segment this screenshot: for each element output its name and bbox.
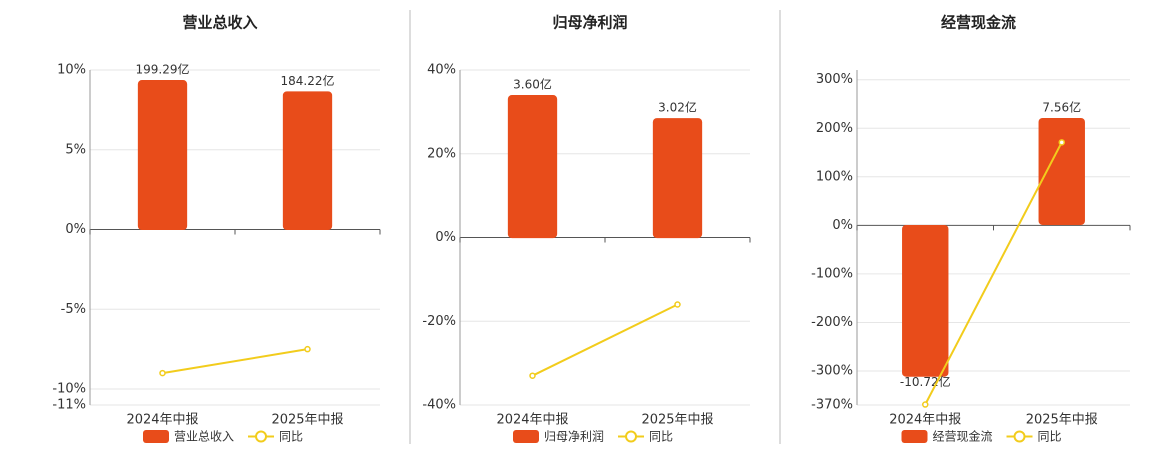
value-label: -10.72亿 xyxy=(900,374,951,389)
y-tick-label: 100% xyxy=(816,169,853,184)
legend-label: 同比 xyxy=(1038,430,1062,444)
chart-title: 归母净利润 xyxy=(552,14,627,32)
y-tick-label: 40% xyxy=(427,63,456,78)
value-label: 199.29亿 xyxy=(136,62,190,77)
value-label: 184.22亿 xyxy=(281,73,335,88)
chart-title: 经营现金流 xyxy=(941,14,1016,32)
legend-label: 营业总收入 xyxy=(174,430,234,444)
line-point xyxy=(529,372,536,379)
line-point xyxy=(304,345,311,353)
legend-label: 同比 xyxy=(279,430,303,444)
line-point xyxy=(159,369,166,377)
legend-swatch xyxy=(625,430,638,443)
bar xyxy=(1038,117,1085,225)
bar xyxy=(137,80,188,231)
y-tick-label: -200% xyxy=(811,315,853,330)
bar xyxy=(507,95,558,239)
y-tick-label: 0% xyxy=(435,230,456,245)
legend-swatch xyxy=(1013,430,1026,443)
line-point xyxy=(922,401,929,408)
value-label: 3.02亿 xyxy=(658,100,697,115)
legend-swatch xyxy=(513,430,539,443)
y-tick-label: 300% xyxy=(816,72,853,87)
y-tick-label: -5% xyxy=(61,302,86,317)
line-point xyxy=(1058,139,1065,146)
y-tick-label: 20% xyxy=(427,146,456,161)
legend-label: 归母净利润 xyxy=(544,430,604,444)
y-tick-label: 0% xyxy=(832,218,853,233)
chart-title: 营业总收入 xyxy=(182,14,257,32)
x-tick-label: 2025年中报 xyxy=(271,413,343,428)
y-tick-label: -40% xyxy=(422,398,456,413)
x-tick-label: 2024年中报 xyxy=(496,413,568,428)
bar xyxy=(902,224,949,377)
y-tick-label: 200% xyxy=(816,121,853,136)
y-tick-label: -300% xyxy=(811,364,853,379)
x-tick-label: 2024年中报 xyxy=(889,413,961,428)
y-tick-label: -100% xyxy=(811,266,853,281)
y-tick-label: 10% xyxy=(57,63,86,78)
y-tick-label: -11% xyxy=(52,398,86,413)
y-tick-label: 0% xyxy=(65,222,86,237)
line xyxy=(924,141,1063,405)
value-label: 7.56亿 xyxy=(1042,99,1081,114)
bar xyxy=(652,118,703,239)
y-tick-label: -370% xyxy=(811,398,853,413)
line xyxy=(162,348,308,375)
legend-label: 经营现金流 xyxy=(933,429,993,444)
x-tick-label: 2025年中报 xyxy=(641,413,713,428)
legend-swatch xyxy=(143,430,169,443)
line-point xyxy=(674,301,681,308)
legend-swatch xyxy=(255,430,268,443)
x-tick-label: 2024年中报 xyxy=(126,413,198,428)
line xyxy=(532,303,678,377)
value-label: 3.60亿 xyxy=(513,77,552,92)
y-tick-label: -20% xyxy=(422,314,456,329)
y-tick-label: -10% xyxy=(52,382,86,397)
x-tick-label: 2025年中报 xyxy=(1026,413,1098,428)
legend-swatch xyxy=(901,430,928,443)
y-tick-label: 5% xyxy=(65,142,86,157)
legend-label: 同比 xyxy=(649,430,673,444)
bar xyxy=(282,91,333,231)
